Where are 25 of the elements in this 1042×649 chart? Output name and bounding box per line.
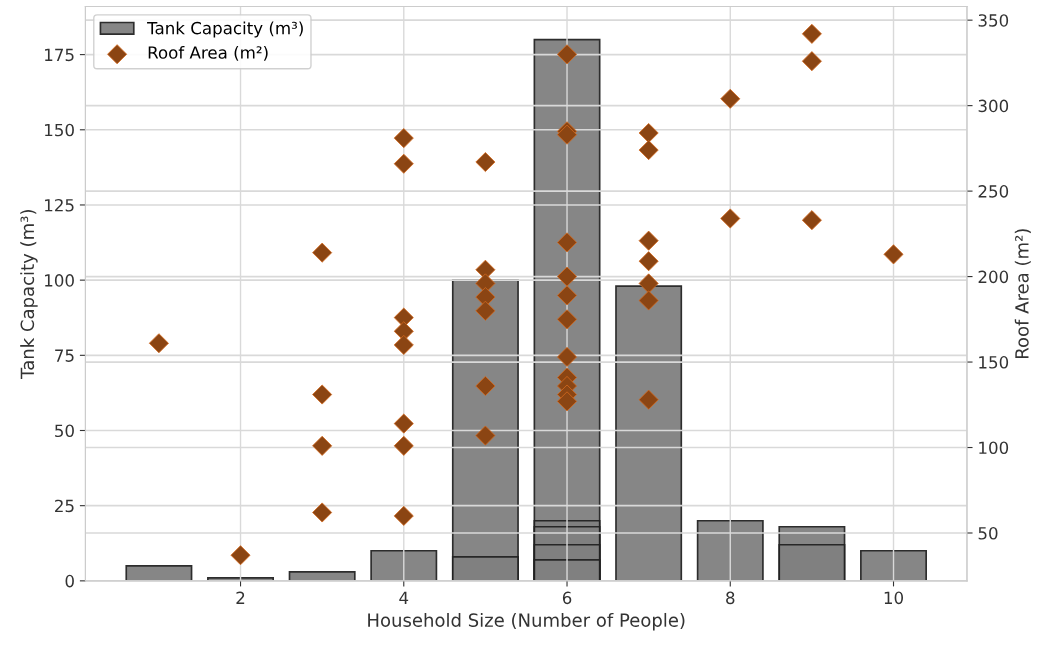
x-axis-title: Household Size (Number of People): [368, 612, 685, 631]
x-tick-label: 6: [562, 591, 572, 605]
y2-tick-label: 300: [978, 99, 1009, 113]
y-tick-label: 175: [45, 48, 74, 62]
y2-tick-label: 250: [978, 185, 1009, 198]
y2-tick-label: 150: [979, 356, 1009, 369]
x-tick-label: 8: [726, 591, 735, 605]
y-tick-label: 150: [45, 123, 74, 137]
y-tick-label: 50: [55, 424, 74, 438]
x-tick-label: 4: [399, 591, 409, 604]
x-tick-label: 2: [236, 591, 245, 604]
y-tick-label: 25: [55, 499, 74, 513]
y-tick-label: 75: [55, 349, 74, 362]
y-axis-title: Tank Capacity (m³): [20, 210, 38, 379]
legend-label: Roof Area (m²): [148, 45, 268, 61]
y-tick-label: 0: [65, 574, 74, 588]
y2-tick-label: 50: [978, 526, 998, 540]
y-tick-label: 125: [45, 198, 74, 212]
y-tick-label: 100: [45, 274, 74, 287]
y2-tick-label: 200: [978, 270, 1009, 284]
y2-tick-label: 350: [978, 14, 1009, 27]
y2-axis-title: Roof Area (m²): [1014, 229, 1031, 358]
x-tick-label: 10: [884, 591, 904, 605]
y2-tick-label: 100: [979, 441, 1009, 455]
legend-label: Tank Capacity (m³): [147, 21, 303, 38]
